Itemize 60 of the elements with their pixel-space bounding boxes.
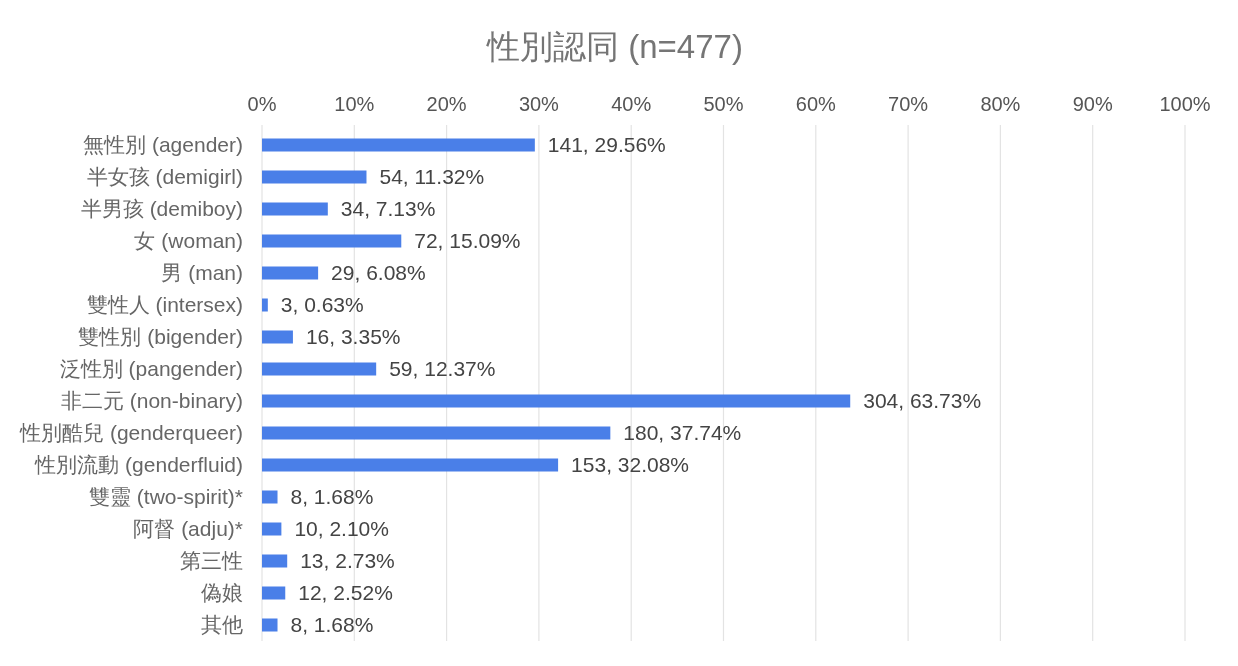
data-label: 141, 29.56% [547,133,666,156]
x-tick-label: 100% [1159,93,1211,115]
y-tick-label: 半女孩 (demigirl) [86,165,243,188]
y-tick-label: 雙性別 (bigender) [78,325,243,348]
y-tick-label: 性別流動 (genderfluid) [34,453,243,476]
data-label: 8, 1.68% [290,485,374,508]
x-tick-label: 90% [1072,93,1113,115]
data-label: 153, 32.08% [571,453,690,476]
data-label: 34, 7.13% [340,197,436,220]
y-tick-label: 泛性別 (pangender) [59,357,243,380]
data-label: 54, 11.32% [379,165,485,188]
x-tick-label: 70% [888,93,929,115]
bar [262,266,319,280]
data-label: 72, 15.09% [414,229,521,252]
bar [262,234,402,248]
x-tick-label: 30% [518,93,560,115]
chart-title: 性別認同 (n=477) [486,28,743,65]
data-label: 8, 1.68% [290,613,374,636]
bar [262,330,293,344]
x-tick-label: 0% [247,93,277,115]
bar [262,554,288,568]
y-tick-label: 阿督 (adju)* [133,517,243,540]
data-label: 3, 0.63% [280,293,364,316]
data-label: 16, 3.35% [305,325,401,348]
y-tick-label: 女 (woman) [134,229,243,252]
data-label: 59, 12.37% [389,357,496,380]
y-tick-label: 其他 [201,613,243,636]
bar [262,394,851,408]
bar [262,586,286,600]
x-tick-label: 10% [334,93,375,115]
bar [262,138,535,152]
bar [262,426,611,440]
data-label: 13, 2.73% [300,549,395,572]
y-tick-label: 第三性 [180,549,243,572]
bar [262,202,328,216]
bar [262,458,559,472]
data-label: 12, 2.52% [298,581,393,604]
y-tick-label: 男 (man) [161,261,243,284]
bar [262,490,278,504]
bar [262,298,268,312]
bar [262,522,282,536]
y-tick-label: 無性別 (agender) [83,133,243,156]
y-tick-label: 半男孩 (demiboy) [80,197,243,220]
x-tick-label: 80% [980,93,1021,115]
data-label: 10, 2.10% [294,517,389,540]
data-label: 29, 6.08% [331,261,426,284]
x-tick-label: 40% [611,93,652,115]
y-tick-label: 偽娘 [201,581,243,604]
bar [262,170,367,184]
x-tick-label: 50% [703,93,744,115]
bar [262,618,278,632]
data-label: 180, 37.74% [623,421,742,444]
y-tick-label: 雙性人 (intersex) [86,293,243,316]
y-tick-label: 非二元 (non-binary) [60,389,243,412]
x-tick-label: 60% [795,93,837,115]
data-label: 304, 63.73% [863,389,982,412]
y-tick-label: 雙靈 (two-spirit)* [88,485,243,508]
y-tick-label: 性別酷兒 (genderqueer) [19,421,243,444]
bar [262,362,377,376]
x-tick-label: 20% [426,93,467,115]
